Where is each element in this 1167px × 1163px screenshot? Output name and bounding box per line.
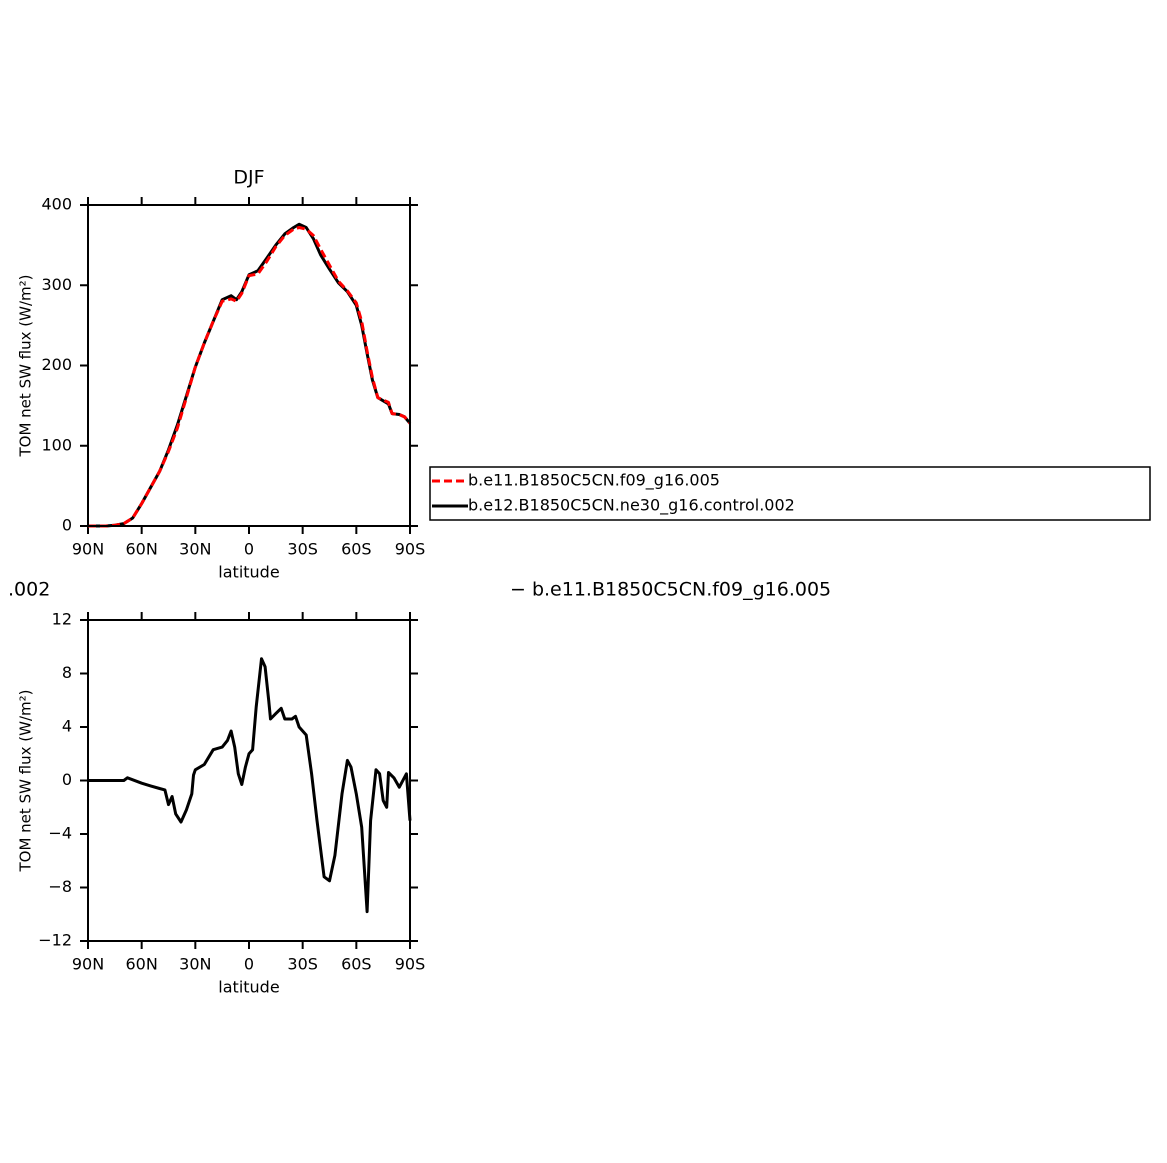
y-tick-label: 300 (41, 275, 72, 294)
x-tick-label: 0 (244, 540, 254, 559)
y-tick-label: 0 (62, 770, 72, 789)
x-tick-label: 60S (341, 540, 372, 559)
y-tick-label: 4 (62, 717, 72, 736)
legend-label: b.e11.B1850C5CN.f09_g16.005 (468, 471, 720, 491)
y-tick-label: 8 (62, 663, 72, 682)
x-tick-label: 90N (72, 955, 104, 974)
x-tick-label: 60S (341, 955, 372, 974)
y-tick-label: 100 (41, 435, 72, 454)
legend-label: b.e12.B1850C5CN.ne30_g16.control.002 (468, 496, 795, 516)
x-tick-label: 30N (179, 540, 211, 559)
data-line (88, 657, 412, 914)
y-tick-label: 200 (41, 355, 72, 374)
x-tick-label: 0 (244, 955, 254, 974)
x-tick-label: 60N (126, 955, 158, 974)
x-axis-label: latitude (218, 563, 279, 582)
x-tick-label: 90N (72, 540, 104, 559)
legend-box (429, 466, 1151, 521)
overlay-text: .002 (8, 579, 50, 601)
x-tick-label: 90S (395, 540, 426, 559)
y-tick-label: −12 (38, 931, 72, 950)
y-axis-label: TOM net SW flux (W/m²) (17, 275, 35, 458)
chart-title: DJF (233, 167, 264, 189)
x-tick-label: 30S (287, 955, 318, 974)
x-tick-label: 90S (395, 955, 426, 974)
data-line (88, 222, 412, 528)
y-tick-label: 0 (62, 516, 72, 535)
y-tick-label: 12 (52, 610, 72, 629)
plot-frame (87, 204, 411, 527)
x-axis-label: latitude (218, 978, 279, 997)
data-line (88, 226, 412, 528)
y-tick-label: −8 (48, 877, 72, 896)
x-tick-label: 30N (179, 955, 211, 974)
y-tick-label: −4 (48, 824, 72, 843)
x-tick-label: 30S (287, 540, 318, 559)
plot-frame (87, 619, 411, 942)
overlay-text: − b.e11.B1850C5CN.f09_g16.005 (510, 579, 831, 601)
y-axis-label: TOM net SW flux (W/m²) (17, 690, 35, 873)
x-tick-label: 60N (126, 540, 158, 559)
y-tick-label: 400 (41, 195, 72, 214)
